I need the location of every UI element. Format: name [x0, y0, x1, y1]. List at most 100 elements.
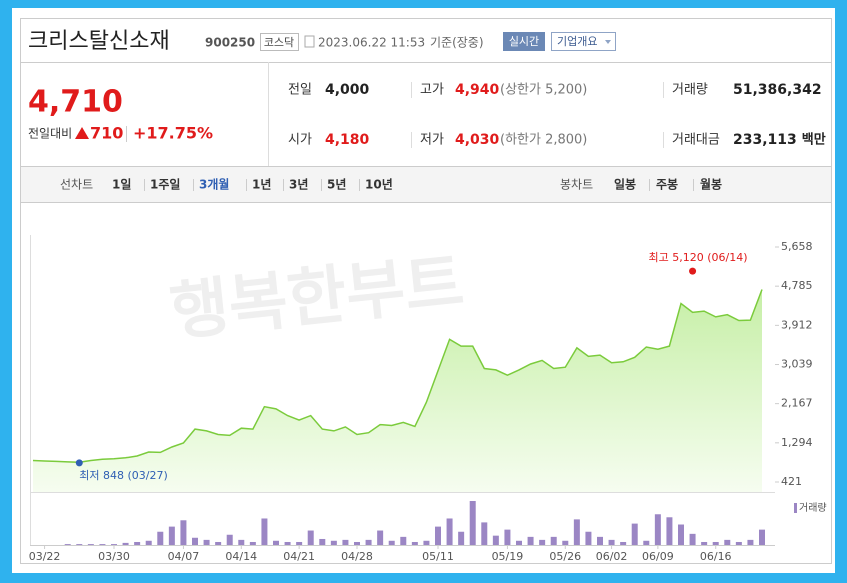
volume-bar — [481, 522, 488, 545]
volume-bar — [215, 541, 222, 545]
period-tab[interactable]: 5년 — [327, 178, 346, 192]
stat-note: (상한가 5,200) — [500, 83, 587, 98]
y-tick-label: 5,658 — [781, 240, 813, 253]
volume-bar — [307, 530, 314, 545]
tab-label: 선차트 — [60, 178, 93, 192]
volume-bar — [296, 541, 303, 545]
y-tick-label: 2,167 — [781, 397, 813, 410]
volume-bar — [122, 542, 129, 545]
volume-bar — [724, 539, 731, 545]
volume-bar — [597, 536, 603, 545]
company-label: 기업개요 — [557, 35, 597, 48]
volume-bar — [573, 519, 580, 545]
volume-bar — [342, 539, 349, 545]
change-pct: +17.75% — [133, 124, 213, 143]
volume-bar — [377, 530, 384, 545]
volume-bar — [608, 539, 615, 545]
tab-bar — [20, 166, 832, 203]
y-tick-label: 3,039 — [781, 358, 813, 371]
volume-bar — [145, 540, 152, 545]
volume-bar — [492, 535, 499, 545]
market-badge — [260, 33, 299, 51]
stat-label: 거래량 — [672, 83, 708, 98]
stat-value: 51,386,342 — [733, 82, 822, 98]
price-area — [33, 289, 762, 492]
volume-bar — [388, 540, 395, 545]
stat-label: 고가 — [420, 83, 444, 98]
volume-label: 거래량 — [799, 502, 827, 514]
volume-bar — [516, 540, 522, 545]
price-line — [32, 289, 763, 464]
x-tick-label: 06/02 — [596, 550, 628, 563]
volume-bar — [435, 526, 441, 545]
volume-bar — [458, 531, 465, 545]
volume-bar — [249, 541, 256, 545]
stat-label: 시가 — [288, 133, 312, 148]
volume-bar — [654, 514, 661, 545]
annotation-label: 최고 5,120 (06/14) — [649, 251, 748, 264]
stat-value: 4,000 — [325, 82, 370, 98]
volume-bar — [585, 531, 592, 545]
candle-tab[interactable]: 주봉 — [656, 178, 678, 192]
volume-bar — [203, 539, 210, 545]
x-tick-label: 03/22 — [29, 550, 61, 563]
volume-bar — [76, 544, 83, 545]
volume-bar — [735, 541, 742, 545]
volume-bar — [99, 544, 106, 545]
period-tab[interactable]: 3개월 — [199, 177, 229, 192]
realtime-button[interactable] — [503, 32, 545, 51]
volume-bar — [712, 541, 719, 545]
volume-bar — [678, 524, 684, 545]
volume-bar — [620, 541, 627, 545]
candle-tab[interactable]: 월봉 — [700, 177, 722, 192]
volume-bar — [168, 526, 175, 545]
volume-bar — [759, 529, 765, 545]
change-label: 전일대비 — [28, 127, 72, 141]
volume-bar — [631, 523, 638, 545]
volume-bar — [446, 518, 453, 545]
volume-bar — [180, 520, 187, 545]
legend-swatch — [794, 503, 797, 513]
volume-bar — [643, 540, 650, 545]
volume-bar — [226, 534, 233, 545]
volume-bar — [134, 541, 141, 545]
candle-tab[interactable]: 일봉 — [614, 178, 636, 192]
volume-bar — [550, 536, 557, 545]
volume-bar — [527, 536, 534, 545]
volume-bar — [64, 544, 71, 545]
period-tab[interactable]: 1년 — [252, 178, 271, 192]
y-tick-label: 421 — [781, 475, 802, 488]
volume-bar — [423, 540, 430, 545]
volume-bar — [701, 541, 708, 545]
realtime-label: 실시간 — [509, 35, 539, 48]
volume-bar — [365, 539, 372, 545]
stat-label: 거래대금 — [672, 133, 720, 148]
volume-bar — [273, 540, 279, 545]
period-tab[interactable]: 1주일 — [150, 178, 180, 192]
x-tick-label: 03/30 — [98, 550, 130, 563]
x-tick-label: 05/19 — [492, 550, 524, 563]
stat-value: 4,940 — [455, 82, 500, 98]
x-tick-label: 06/09 — [642, 550, 674, 563]
volume-bar — [319, 538, 326, 545]
volume-bar — [689, 533, 696, 545]
title: 크리스탈신소재 — [28, 29, 170, 54]
stat-value: 233,113 — [733, 132, 797, 148]
company-button[interactable] — [551, 32, 616, 51]
annotation-label: 최저 848 (03/27) — [79, 469, 168, 482]
period-tab[interactable]: 10년 — [365, 178, 393, 192]
x-tick-label: 05/11 — [422, 550, 454, 563]
x-tick-label: 06/16 — [700, 550, 732, 563]
y-tick-label: 4,785 — [781, 279, 813, 292]
period-tab[interactable]: 1일 — [112, 178, 131, 192]
price: 4,710 — [28, 85, 123, 120]
period-tab[interactable]: 3년 — [289, 178, 308, 192]
volume-bar — [562, 540, 569, 545]
volume-bar — [157, 531, 164, 545]
volume-bar — [400, 536, 407, 545]
stat-label: 전일 — [288, 83, 312, 98]
volume-bar — [539, 539, 546, 545]
volume-bar — [284, 541, 291, 545]
